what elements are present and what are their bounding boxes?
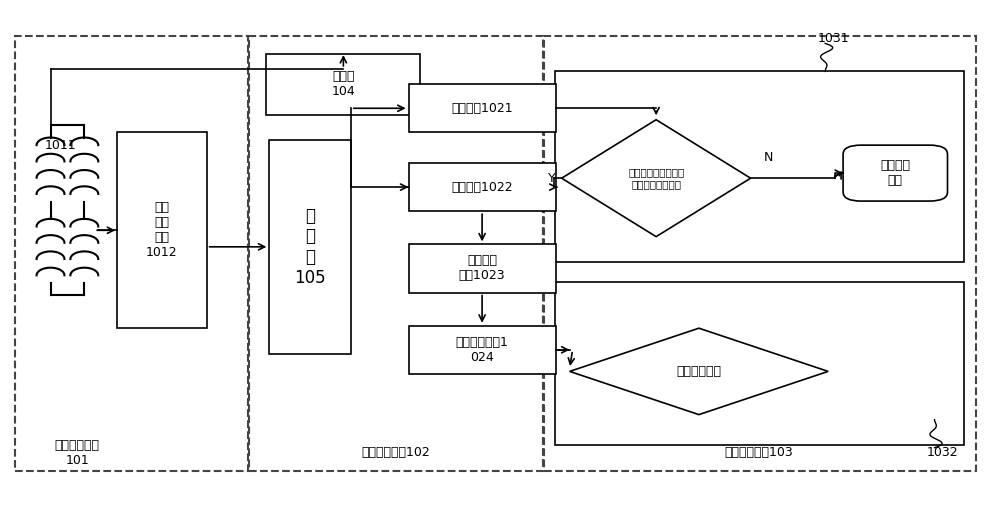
Text: 返回信号
计算: 返回信号 计算 bbox=[880, 159, 910, 187]
Text: 启动计算1021: 启动计算1021 bbox=[451, 102, 513, 115]
FancyBboxPatch shape bbox=[409, 84, 556, 133]
Polygon shape bbox=[562, 120, 751, 236]
Polygon shape bbox=[570, 328, 828, 415]
FancyBboxPatch shape bbox=[555, 71, 964, 262]
Text: N: N bbox=[764, 151, 773, 164]
Text: Y: Y bbox=[548, 172, 556, 185]
FancyBboxPatch shape bbox=[266, 53, 420, 115]
Text: 1032: 1032 bbox=[927, 446, 958, 459]
Text: 1011: 1011 bbox=[45, 139, 76, 152]
FancyBboxPatch shape bbox=[117, 133, 207, 328]
Text: 虚拟波形
计算1023: 虚拟波形 计算1023 bbox=[459, 254, 505, 282]
FancyBboxPatch shape bbox=[555, 282, 964, 445]
Text: 信号计算1022: 信号计算1022 bbox=[451, 180, 513, 194]
FancyBboxPatch shape bbox=[409, 163, 556, 211]
Text: 对比分析计算1
024: 对比分析计算1 024 bbox=[456, 336, 509, 364]
Text: 数值计算模块102: 数值计算模块102 bbox=[361, 446, 430, 459]
Text: 选择目标馈线: 选择目标馈线 bbox=[676, 365, 721, 378]
FancyBboxPatch shape bbox=[409, 244, 556, 292]
Text: 处
理
器
105: 处 理 器 105 bbox=[294, 207, 326, 287]
Text: 数模
变换
单元
1012: 数模 变换 单元 1012 bbox=[146, 201, 178, 259]
Text: 故障分量突变量超过
选线装置所设阈值: 故障分量突变量超过 选线装置所设阈值 bbox=[628, 168, 684, 189]
Text: 逻辑判断模块103: 逻辑判断模块103 bbox=[724, 446, 793, 459]
Text: 存储器
104: 存储器 104 bbox=[332, 70, 355, 98]
Text: 1031: 1031 bbox=[817, 32, 849, 45]
FancyBboxPatch shape bbox=[269, 140, 351, 354]
Text: 数据采集模块
101: 数据采集模块 101 bbox=[55, 439, 100, 467]
FancyBboxPatch shape bbox=[409, 326, 556, 374]
FancyBboxPatch shape bbox=[843, 145, 948, 201]
